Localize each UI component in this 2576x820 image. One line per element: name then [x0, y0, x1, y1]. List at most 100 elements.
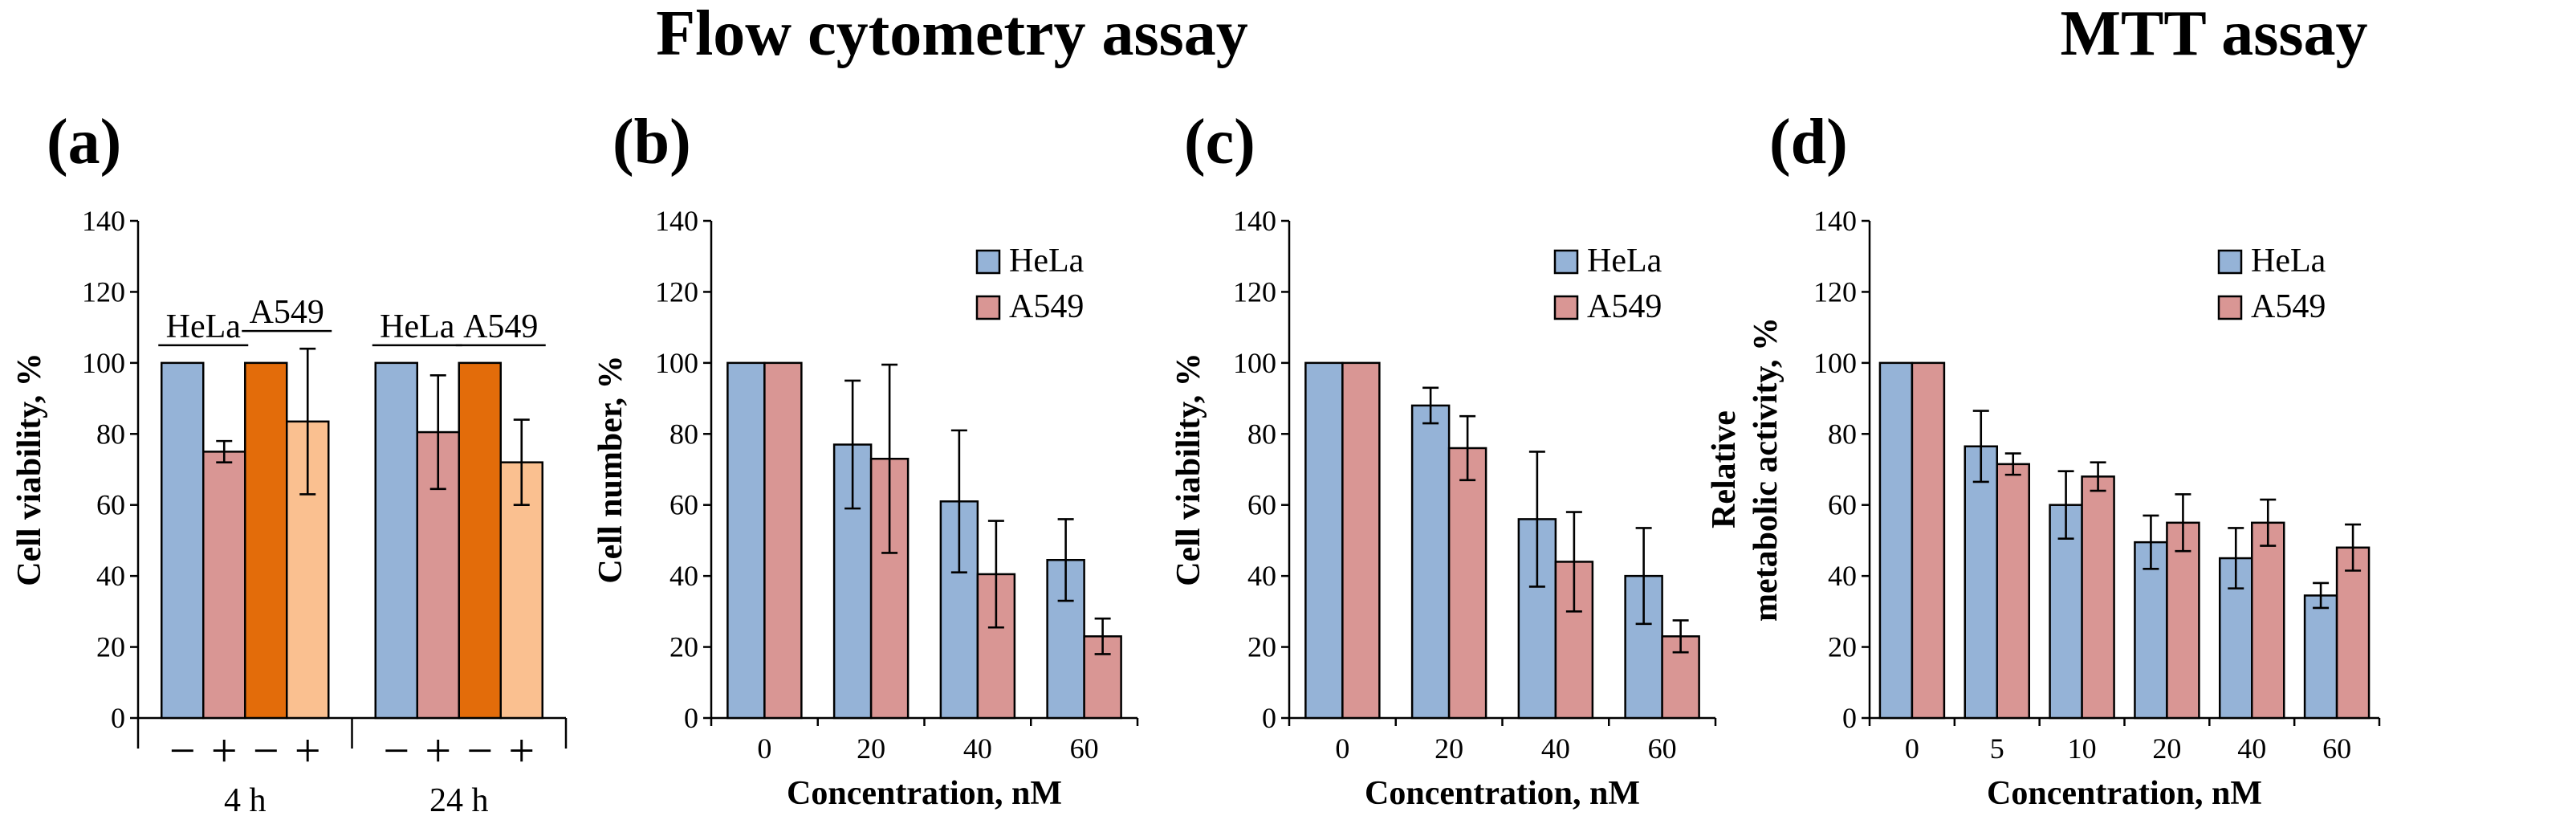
y-tick-label: 80: [96, 418, 125, 450]
treatment-sign: +: [425, 724, 451, 777]
bar-a549-0: [1911, 361, 1946, 720]
x-tick-label: 0: [1335, 732, 1349, 765]
bar-a549-5: [1996, 463, 2030, 720]
treatment-sign: +: [211, 724, 238, 777]
x-tick-label: 40: [1541, 732, 1570, 765]
legend-label-hela: HeLa: [1009, 243, 1085, 279]
bar-hela-0: [1304, 361, 1344, 720]
treatment-sign: +: [295, 724, 321, 777]
bar-a549-40: [2251, 521, 2285, 720]
y-tick-label: 40: [1247, 560, 1276, 592]
x-tick-label: 20: [857, 732, 885, 765]
y-axis-label: Cell number, %: [592, 355, 629, 583]
y-tick-label: 120: [1233, 275, 1276, 308]
y-tick-label: 140: [82, 205, 125, 237]
bar-hela-60: [2303, 594, 2338, 720]
time-label: 24 h: [429, 782, 489, 819]
x-tick-label: 0: [757, 732, 771, 765]
treatment-sign: −: [169, 724, 196, 777]
bar-a549-control: [244, 361, 288, 720]
legend-label-a549: A549: [2251, 288, 2326, 325]
bar-hela-treated: [202, 451, 246, 720]
bar-hela-20: [1410, 404, 1451, 720]
treatment-sign: −: [466, 724, 493, 777]
treatment-sign: −: [253, 724, 279, 777]
bar-a549-60: [1083, 635, 1122, 720]
x-tick-label: 20: [1435, 732, 1463, 765]
legend-label-hela: HeLa: [1587, 243, 1662, 279]
panel-label-d: (d): [1769, 107, 1848, 177]
bar-hela-control: [374, 361, 418, 720]
panel-label-c: (c): [1184, 107, 1255, 177]
legend-swatch-hela: [975, 249, 1001, 275]
y-tick-label: 40: [96, 560, 125, 592]
bracket-label: A549: [463, 308, 538, 345]
legend-label-hela: HeLa: [2251, 243, 2326, 279]
y-tick-label: 100: [655, 347, 698, 379]
y-tick-label: 60: [96, 489, 125, 521]
bar-hela-control: [161, 361, 205, 720]
y-axis-label: metabolic activity, %: [1748, 317, 1784, 622]
bracket-label: HeLa: [166, 308, 242, 345]
x-tick-label: 60: [2322, 732, 2351, 765]
time-label: 4 h: [224, 782, 267, 819]
x-axis-label: Concentration, nM: [1987, 775, 2262, 812]
y-tick-label: 0: [111, 702, 125, 734]
heading-flow-cytometry: Flow cytometry assay: [656, 0, 1248, 69]
y-tick-label: 60: [669, 489, 698, 521]
y-tick-label: 40: [669, 560, 698, 592]
y-tick-label: 80: [1247, 418, 1276, 450]
y-tick-label: 120: [82, 275, 125, 308]
y-axis-label: Relative: [1706, 410, 1743, 528]
x-tick-label: 60: [1648, 732, 1677, 765]
y-axis-label: Cell viability, %: [1170, 353, 1207, 586]
y-tick-label: 80: [1828, 418, 1857, 450]
legend-label-a549: A549: [1009, 288, 1084, 325]
heading-mtt: MTT assay: [2060, 0, 2367, 69]
legend-swatch-hela: [2217, 249, 2243, 275]
y-tick-label: 120: [1813, 275, 1857, 308]
bar-a549-10: [2081, 475, 2115, 720]
treatment-sign: +: [508, 724, 535, 777]
bracket-label: A549: [250, 294, 324, 331]
legend-swatch-a549: [1553, 295, 1579, 320]
treatment-sign: −: [383, 724, 409, 777]
legend-label-a549: A549: [1587, 288, 1662, 325]
legend-swatch-a549: [2217, 295, 2243, 320]
y-tick-label: 100: [1813, 347, 1857, 379]
y-tick-label: 0: [684, 702, 698, 734]
bar-hela-0: [726, 361, 766, 720]
y-tick-label: 60: [1247, 489, 1276, 521]
y-tick-label: 140: [655, 205, 698, 237]
x-tick-label: 0: [1905, 732, 1919, 765]
x-tick-label: 20: [2152, 732, 2181, 765]
y-tick-label: 100: [1233, 347, 1276, 379]
panel-label-a: (a): [47, 107, 121, 177]
y-tick-label: 20: [96, 631, 125, 663]
x-axis-label: Concentration, nM: [1365, 775, 1640, 812]
y-tick-label: 20: [669, 631, 698, 663]
bar-a549-60: [2335, 546, 2370, 720]
bar-hela-20: [2134, 541, 2168, 720]
panel-label-b: (b): [612, 107, 691, 177]
y-tick-label: 0: [1842, 702, 1857, 734]
y-tick-label: 20: [1247, 631, 1276, 663]
bar-a549-20: [1447, 447, 1487, 720]
bar-a549-20: [2166, 521, 2200, 720]
x-tick-label: 40: [963, 732, 992, 765]
bar-a549-treated: [286, 420, 330, 720]
y-tick-label: 40: [1828, 560, 1857, 592]
y-tick-label: 140: [1813, 205, 1857, 237]
y-axis-label: Cell viability, %: [11, 353, 48, 586]
y-tick-label: 20: [1828, 631, 1857, 663]
y-tick-label: 140: [1233, 205, 1276, 237]
bar-hela-5: [1964, 445, 1998, 720]
legend-swatch-hela: [1553, 249, 1579, 275]
x-tick-label: 60: [1070, 732, 1099, 765]
y-tick-label: 0: [1262, 702, 1276, 734]
y-tick-label: 80: [669, 418, 698, 450]
